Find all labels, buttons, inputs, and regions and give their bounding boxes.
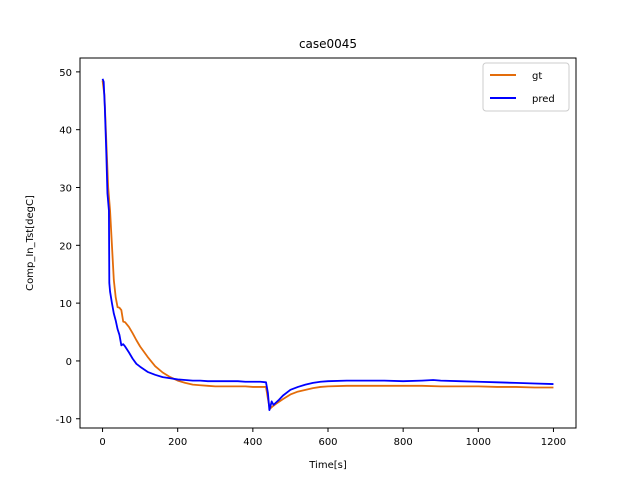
y-tick-label: 30 (59, 184, 72, 195)
y-tick-label: 10 (59, 299, 72, 310)
series-line-pred (101, 78, 554, 411)
legend: gt pred (482, 62, 570, 112)
x-axis-label: Time[s] (308, 460, 347, 471)
legend-box (482, 62, 570, 112)
series-line-gt (101, 80, 554, 410)
x-tick-label: 1000 (466, 437, 491, 448)
x-tick-label: 400 (243, 437, 262, 448)
x-tick-label: 600 (318, 437, 337, 448)
x-axis-ticks: 0 200 400 600 800 1000 1200 (99, 428, 566, 448)
x-tick-label: 200 (168, 437, 187, 448)
y-tick-label: 20 (59, 241, 72, 252)
x-tick-label: 1200 (541, 437, 566, 448)
x-tick-label: 800 (394, 437, 413, 448)
chart-title: case0045 (299, 37, 357, 51)
y-axis-ticks: -10 0 10 20 30 40 50 (56, 68, 80, 426)
x-tick-label: 0 (99, 437, 105, 448)
legend-label-gt: gt (532, 71, 542, 82)
y-tick-label: -10 (56, 415, 72, 426)
y-tick-label: 0 (66, 357, 72, 368)
y-axis-label: Comp_In_Tst[degC] (25, 195, 36, 291)
legend-label-pred: pred (532, 94, 555, 105)
y-tick-label: 50 (59, 68, 72, 79)
y-tick-label: 40 (59, 126, 72, 137)
series-layer (101, 78, 554, 411)
